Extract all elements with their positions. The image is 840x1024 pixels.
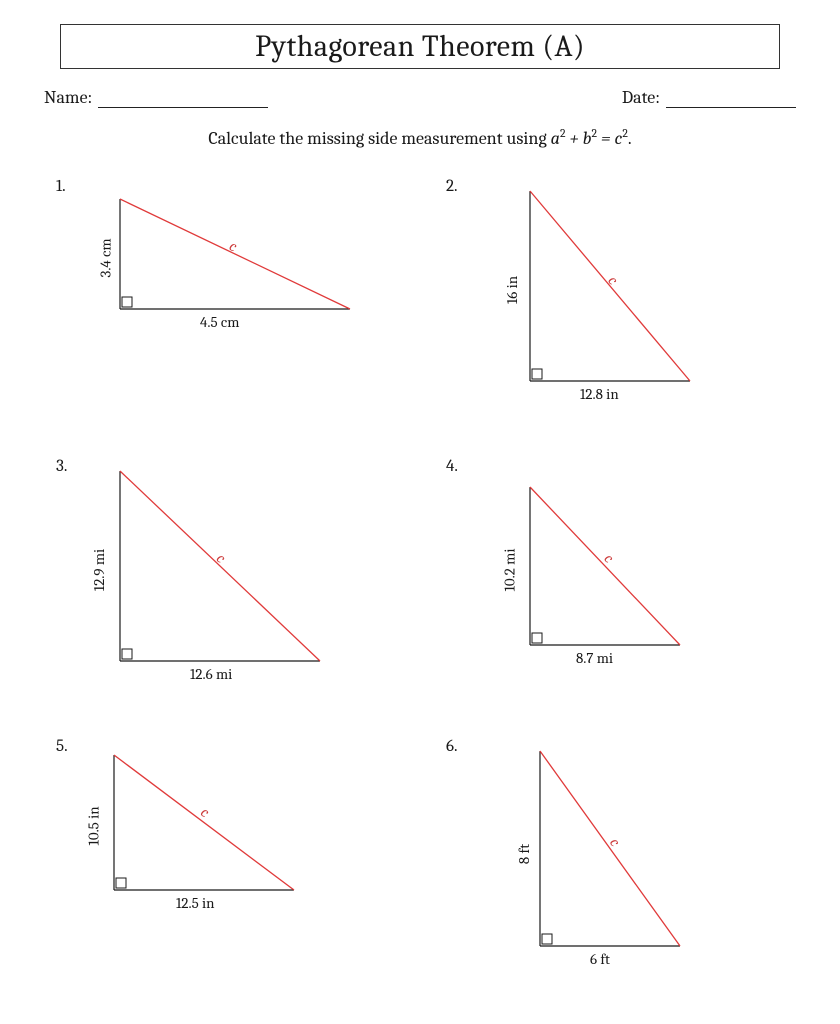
triangle-svg xyxy=(100,461,330,671)
triangle-svg xyxy=(100,189,360,329)
side-a-label: 10.2 mi xyxy=(501,548,519,591)
instructions-suffix: . xyxy=(628,128,632,149)
date-field: Date: xyxy=(622,87,796,108)
triangle-wrap: 10.2 mi8.7 mic xyxy=(510,477,700,661)
page-title: Pythagorean Theorem (A) xyxy=(61,29,779,64)
problem: 5. 10.5 in12.5 inc xyxy=(50,737,400,977)
side-a-label: 10.5 in xyxy=(85,806,103,845)
triangle-wrap: 8 ft6 ftc xyxy=(520,741,710,965)
triangle-svg xyxy=(94,745,314,905)
side-b-label: 4.5 cm xyxy=(200,313,239,331)
problem-number: 1. xyxy=(56,177,66,196)
side-b-label: 6 ft xyxy=(590,950,610,968)
side-b-label: 12.6 mi xyxy=(190,665,232,683)
side-a-label: 3.4 cm xyxy=(97,238,115,277)
problem: 2. 16 in12.8 inc xyxy=(440,177,790,417)
side-b-label: 12.5 in xyxy=(176,894,215,912)
problem: 4. 10.2 mi8.7 mic xyxy=(440,457,790,697)
date-blank[interactable] xyxy=(666,90,796,108)
name-blank[interactable] xyxy=(98,90,268,108)
problem-number: 3. xyxy=(56,457,67,476)
side-a-label: 8 ft xyxy=(515,844,533,864)
problem: 3. 12.9 mi12.6 mic xyxy=(50,457,400,697)
problem: 1.3.4 cm4.5 cmc xyxy=(50,177,400,417)
side-a-label: 16 in xyxy=(503,276,521,304)
problem-number: 5. xyxy=(56,737,68,756)
date-label: Date: xyxy=(622,87,660,108)
formula: a2 + b2 = c2 xyxy=(551,128,628,149)
side-b-label: 8.7 mi xyxy=(576,649,613,667)
problem-number: 2. xyxy=(446,177,458,196)
side-b-label: 12.8 in xyxy=(580,385,619,403)
side-a-label: 12.9 mi xyxy=(90,549,108,591)
triangle-wrap: 10.5 in12.5 inc xyxy=(94,745,314,909)
problems-grid: 1.3.4 cm4.5 cmc2.16 in12.8 inc3.12.9 mi1… xyxy=(40,177,800,977)
problem-number: 4. xyxy=(446,457,458,476)
triangle-wrap: 3.4 cm4.5 cmc xyxy=(100,189,360,333)
instructions-prefix: Calculate the missing side measurement u… xyxy=(208,128,550,149)
problem: 6. 8 ft6 ftc xyxy=(440,737,790,977)
triangle-wrap: 12.9 mi12.6 mic xyxy=(100,461,330,675)
header-row: Name: Date: xyxy=(44,87,796,108)
title-box: Pythagorean Theorem (A) xyxy=(60,24,780,69)
name-field: Name: xyxy=(44,87,268,108)
triangle-wrap: 16 in12.8 inc xyxy=(510,181,710,395)
instructions: Calculate the missing side measurement u… xyxy=(40,126,800,149)
triangle-svg xyxy=(520,741,710,961)
name-label: Name: xyxy=(44,87,92,108)
problem-number: 6. xyxy=(446,737,458,756)
